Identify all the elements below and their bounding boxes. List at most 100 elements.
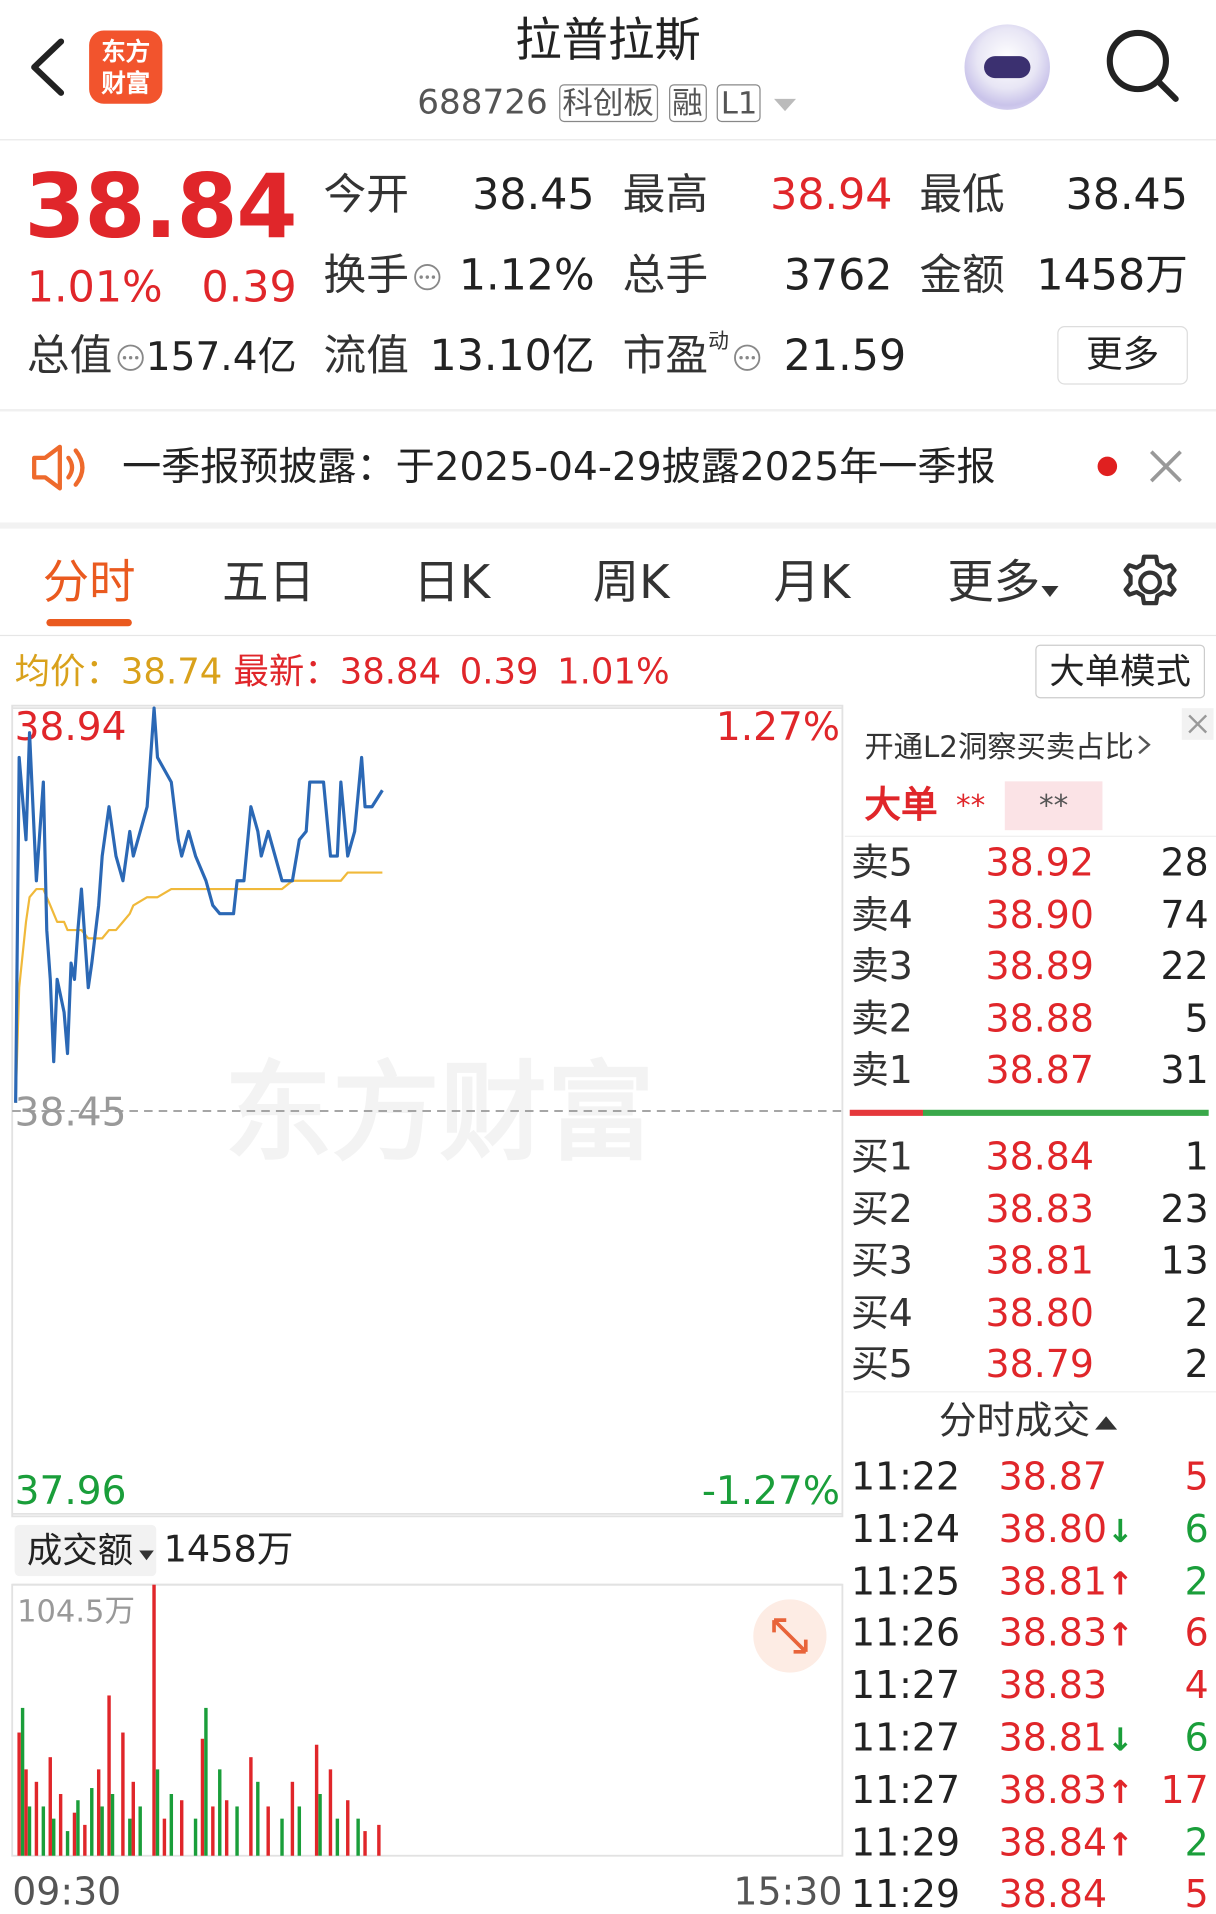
trade-price: 38.83 [998, 1612, 1108, 1656]
y-tick-label: 37.96 [15, 1469, 127, 1514]
tab: 更多 [947, 555, 1041, 610]
trade-price-group: 38.81↑ [999, 1556, 1134, 1610]
close-notice[interactable] [1148, 448, 1185, 485]
volume-bar [218, 1769, 222, 1856]
divider [0, 634, 1216, 637]
volume-bar [162, 1818, 167, 1856]
more-button[interactable]: 更多 [1057, 325, 1188, 385]
volume-bar [58, 1794, 63, 1856]
tab[interactable]: 日K [413, 555, 491, 610]
x-tick-label: 09:30 [12, 1870, 121, 1914]
volume-bar [193, 1818, 198, 1856]
volume-bar [249, 1757, 253, 1856]
stat-label: 换手 [323, 251, 410, 301]
volume-bar [335, 1818, 340, 1856]
volume-bar [52, 1818, 56, 1856]
change: 0.39 [201, 263, 297, 313]
y-tick-label: 38.45 [15, 1091, 127, 1136]
volume-title: 成交额 [26, 1529, 134, 1572]
volume-selector[interactable]: 成交额 [14, 1524, 157, 1577]
chevron-icon [1137, 735, 1151, 755]
tab[interactable]: 周K [592, 555, 670, 610]
order-volume: 23 [1160, 1187, 1209, 1232]
tab-underline [46, 618, 132, 627]
info-icon[interactable] [413, 262, 442, 291]
order-level: 买4 [850, 1291, 913, 1336]
volume-bar [110, 1794, 115, 1856]
dropdown-icon[interactable] [772, 96, 799, 113]
stat-note: 动 [708, 329, 729, 355]
trade-arrow: ↓ [1107, 1513, 1134, 1551]
info-icon[interactable] [733, 343, 762, 372]
stock-subline: 688726 科创板 融 L1 [0, 78, 1216, 128]
price-line [14, 706, 384, 1103]
volume-bar [72, 1812, 77, 1856]
dropdown-icon [1041, 586, 1059, 598]
order-volume: 28 [1160, 841, 1209, 886]
order-price: 38.89 [985, 944, 1094, 989]
l2-promo[interactable]: 开通L2洞察买卖占比 [864, 725, 1153, 769]
volume-bar [34, 1781, 39, 1856]
back-button[interactable] [20, 34, 74, 100]
volume-bar [152, 1584, 156, 1856]
volume-total: 1458万 [163, 1528, 294, 1572]
stat-value: 3762 [783, 251, 893, 301]
search-button[interactable] [1099, 24, 1184, 109]
volume-bar [155, 1769, 160, 1856]
trade-time: 11:27 [850, 1716, 961, 1761]
tab-active[interactable]: 分时 [42, 555, 136, 610]
stat-label-group: 换手 [324, 249, 442, 303]
stat-label-group: 总值 [27, 330, 145, 384]
settings-button[interactable] [1121, 553, 1180, 612]
volume-bar [121, 1732, 125, 1856]
order-level: 买1 [850, 1135, 913, 1180]
trade-price: 38.83 [998, 1664, 1108, 1709]
bid-ratio-bar [922, 1109, 1209, 1116]
stat-label: 市盈 [622, 332, 709, 381]
stat-value: 1.12% [458, 251, 595, 301]
trade-price-group: 38.83↑ [999, 1765, 1134, 1819]
sort-icon[interactable] [1090, 1411, 1122, 1433]
latest-change: 0.39 [459, 650, 539, 693]
notice-text[interactable]: 一季报预披露：于2025-04-29披露2025年一季报 [122, 443, 996, 490]
stat-value: 157.4亿 [145, 333, 297, 380]
tab[interactable]: 五日 [222, 555, 315, 610]
stat-value: 38.45 [1065, 170, 1188, 220]
stat-label: 最低 [919, 170, 1005, 220]
trade-price-group: 38.84 [999, 1870, 1107, 1914]
latest-price: 38.84 [339, 650, 442, 693]
volume-bar [24, 1769, 28, 1856]
watermark: 东方财富 [225, 1051, 655, 1176]
order-volume: 22 [1160, 944, 1209, 989]
order-price: 38.90 [985, 893, 1094, 938]
app-logo[interactable]: 东方 财富 [89, 30, 163, 104]
tab-more[interactable]: 更多 [906, 552, 1101, 613]
y2-tick-label: -1.27% [702, 1469, 840, 1514]
info-icon[interactable] [116, 343, 145, 372]
speaker-icon [32, 444, 85, 491]
order-volume: 2 [1184, 1342, 1209, 1387]
tab[interactable]: 月K [773, 555, 851, 610]
trade-volume: 4 [1184, 1664, 1209, 1709]
order-level: 买5 [850, 1342, 913, 1387]
mode-button[interactable]: 大单模式 [1035, 644, 1206, 699]
volume-bar [314, 1744, 319, 1856]
order-price: 38.84 [985, 1135, 1094, 1180]
trade-price: 38.83 [998, 1768, 1108, 1813]
avg-price: 38.74 [120, 650, 223, 693]
assistant-avatar[interactable] [964, 24, 1050, 110]
big-order-label: 大单 [864, 783, 938, 827]
trade-time: 11:27 [850, 1664, 961, 1709]
trade-time: 11:25 [850, 1559, 961, 1604]
volume-bar [297, 1806, 302, 1856]
order-price: 38.79 [985, 1342, 1094, 1387]
latest-pct: 1.01% [557, 650, 670, 693]
trade-price-group: 38.87 [999, 1452, 1107, 1503]
trade-price-group: 38.80↓ [999, 1504, 1134, 1558]
avg-label: 均价： [14, 650, 121, 693]
volume-bar [290, 1781, 295, 1856]
trade-arrow: ↑ [1107, 1618, 1134, 1655]
y-tick-label: 104.5万 [17, 1594, 135, 1629]
volume-bar [41, 1806, 46, 1856]
volume-bar [266, 1806, 270, 1856]
